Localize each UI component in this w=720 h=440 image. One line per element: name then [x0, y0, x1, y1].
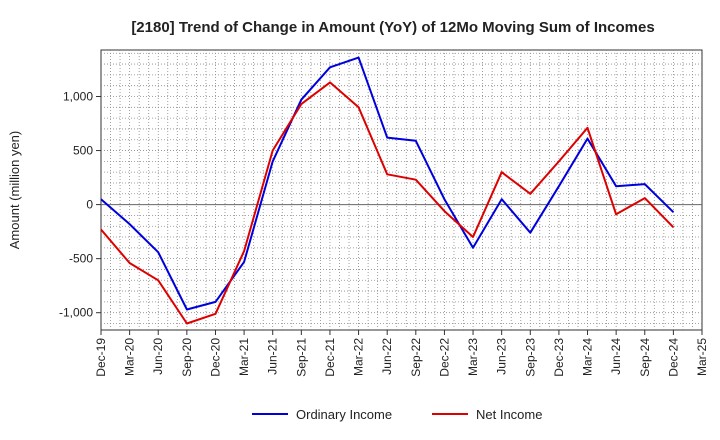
chart-title: [2180] Trend of Change in Amount (YoY) o… [131, 19, 654, 36]
x-tick-label: Sep-20 [180, 338, 194, 377]
x-tick-label: Dec-23 [552, 338, 566, 377]
x-tick-label: Mar-21 [237, 338, 251, 376]
legend-label: Net Income [476, 407, 542, 422]
x-tick-label: Mar-22 [352, 338, 366, 376]
x-tick-label: Sep-21 [294, 338, 308, 377]
series-line-ordinary-income [100, 56, 675, 311]
y-tick-label: -500 [69, 252, 93, 266]
y-tick-label: -1,000 [59, 306, 93, 320]
series-line-net-income [100, 81, 675, 325]
plot-area: -1,000 -500 0 500 1,000 Dec-19 Mar-20 Jun-20 Sep… [59, 49, 709, 377]
legend-label: Ordinary Income [296, 407, 392, 422]
y-tick-label: 500 [73, 144, 93, 158]
x-tick-label: Dec-22 [437, 338, 451, 377]
x-tick-label: Dec-20 [208, 338, 222, 377]
x-tick-label: Jun-22 [380, 338, 394, 375]
plot-frame [100, 49, 703, 331]
y-axis-label: Amount (million yen) [7, 131, 22, 250]
x-tick-label: Mar-25 [695, 338, 709, 376]
x-tick-label: Sep-22 [409, 338, 423, 377]
x-tick-label: Jun-21 [266, 338, 280, 375]
x-tick-label: Dec-21 [323, 338, 337, 377]
x-tick-label: Mar-23 [466, 338, 480, 376]
y-tick-label: 0 [86, 198, 93, 212]
x-tick-label: Mar-24 [581, 338, 595, 376]
x-tick-label: Mar-20 [123, 338, 137, 376]
x-tick-label: Dec-24 [666, 338, 680, 377]
x-tick-label: Jun-24 [609, 338, 623, 375]
legend: Ordinary Income Net Income [252, 407, 542, 422]
x-tick-label: Jun-23 [495, 338, 509, 375]
x-tick-label: Sep-24 [638, 338, 652, 377]
y-tick-label: 1,000 [63, 89, 93, 103]
x-tick-label: Sep-23 [523, 338, 537, 377]
x-tick-label: Jun-20 [151, 338, 165, 375]
x-tick-label: Dec-19 [94, 338, 108, 377]
